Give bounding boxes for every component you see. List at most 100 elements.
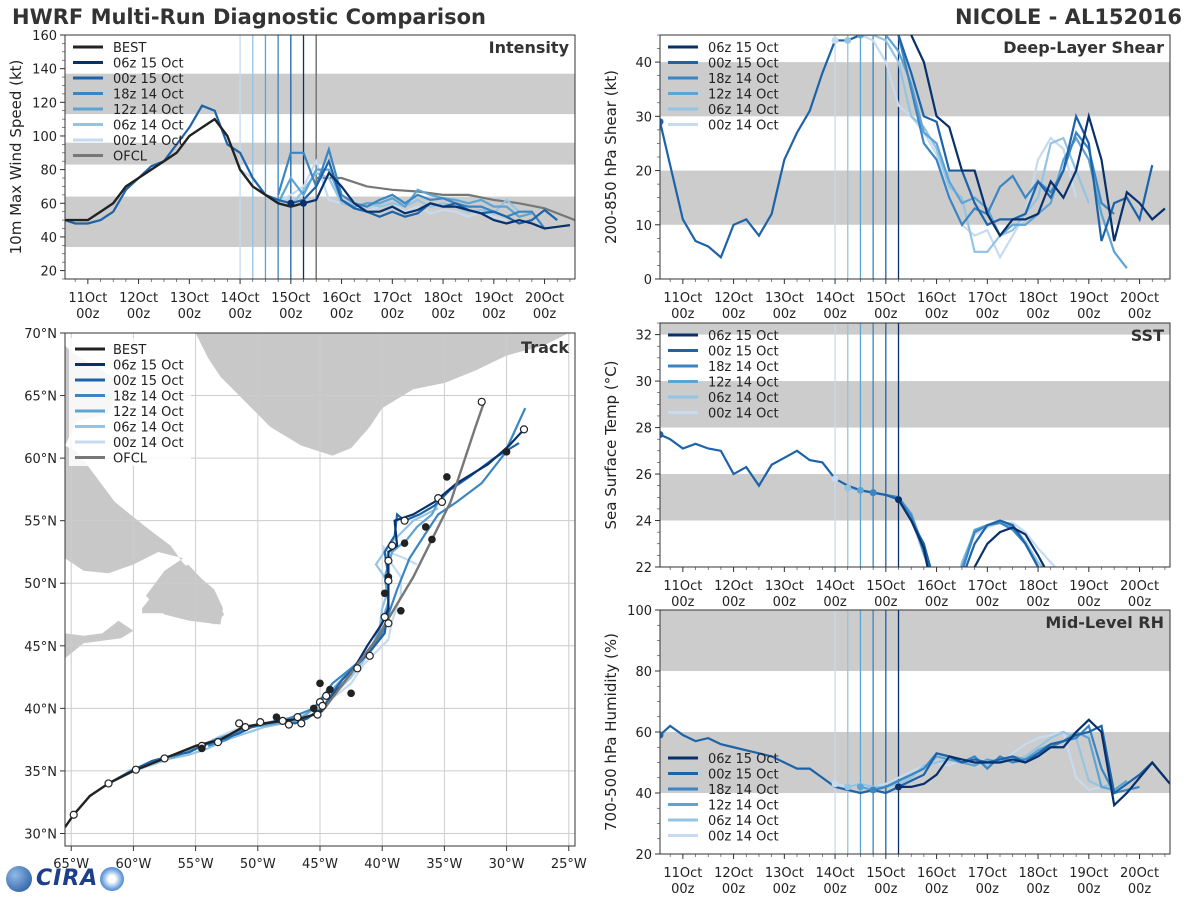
- sst-xtick-label: 13Oct: [765, 579, 804, 594]
- intensity-band-1: [65, 142, 575, 165]
- intensity-xtick-label: 11Oct: [68, 291, 107, 306]
- track-ytick-label: 65°N: [24, 390, 57, 405]
- cira-logo: CIRA: [6, 866, 125, 892]
- shear-xtick-label: 13Oct: [765, 291, 804, 306]
- shear-xtick-label-hour: 00z: [722, 307, 746, 322]
- track-best-position-dot: [69, 810, 78, 819]
- sst-title: SST: [1131, 326, 1164, 345]
- sst-legend-label: 06z 15 Oct: [708, 329, 779, 344]
- intensity-legend-label: 00z 15 Oct: [113, 72, 184, 87]
- track-xtick-label: 65°W: [53, 857, 89, 872]
- storm-id: NICOLE - AL152016: [954, 5, 1182, 29]
- hurricane-swirl-icon: [100, 867, 125, 891]
- intensity-xtick-label: 20Oct: [525, 291, 564, 306]
- rh-init-marker: [856, 783, 864, 791]
- intensity-xtick-label: 14Oct: [221, 291, 260, 306]
- rh-ytick-label: 40: [635, 787, 652, 802]
- rh-legend-label: 00z 14 Oct: [708, 830, 779, 845]
- rh-band-1: [660, 610, 1170, 671]
- main-title: HWRF Multi-Run Diagnostic Comparison: [12, 5, 487, 29]
- shear-ytick-label: 0: [644, 273, 652, 288]
- track-ytick-label: 70°N: [24, 327, 57, 342]
- rh-xtick-label: 16Oct: [917, 866, 956, 881]
- sst-panel: 22242628303211Oct00z12Oct00z13Oct00z14Oc…: [602, 322, 1171, 610]
- intensity-xtick-label-hour: 00z: [228, 307, 252, 322]
- intensity-ytick-label: 100: [32, 130, 57, 145]
- rh-series-06z-15-oct: [898, 718, 1170, 808]
- track-legend-label: 06z 15 Oct: [113, 359, 184, 374]
- track-best-position-dot: [297, 719, 306, 728]
- sst-init-marker: [856, 486, 864, 494]
- rh-init-marker: [869, 786, 877, 794]
- track-position-dot-filled: [397, 606, 405, 615]
- shear-ylabel: 200-850 hPa Shear (kt): [602, 70, 620, 244]
- track-position-dot-open: [384, 556, 393, 565]
- intensity-xtick-label-hour: 00z: [76, 307, 100, 322]
- intensity-series-06z-15-oct: [303, 171, 571, 230]
- track-legend-label: OFCL: [113, 452, 148, 467]
- rh-series-18z-14-oct: [872, 723, 1140, 795]
- track-xtick-label: 25°W: [551, 857, 587, 872]
- sst-xtick-label-hour: 00z: [1077, 595, 1101, 610]
- track-position-dot-filled: [272, 713, 281, 721]
- intensity-xtick-label: 13Oct: [170, 291, 209, 306]
- track-legend-label: 00z 14 Oct: [113, 436, 184, 451]
- rh-xtick-label-hour: 00z: [925, 882, 949, 897]
- track-xtick-label: 40°W: [364, 857, 400, 872]
- sst-series-06z-15-oct: [897, 499, 1046, 567]
- shear-band-0: [660, 170, 1170, 225]
- rh-xtick-label: 19Oct: [1069, 866, 1108, 881]
- track-position-dot-filled: [347, 689, 355, 698]
- shear-title: Deep-Layer Shear: [1003, 38, 1164, 57]
- intensity-ylabel: 10m Max Wind Speed (kt): [7, 60, 25, 255]
- sst-ylabel: Sea Surface Temp (°C): [602, 360, 620, 529]
- intensity-ytick-label: 60: [40, 197, 57, 212]
- track-position-dot-filled: [309, 704, 318, 713]
- shear-series-18z-14-oct: [897, 35, 1115, 227]
- track-best-position-dot: [104, 779, 113, 788]
- sst-xtick-label-hour: 00z: [874, 595, 898, 610]
- intensity-xtick-label: 15Oct: [271, 291, 310, 306]
- intensity-xtick-label-hour: 00z: [279, 307, 303, 322]
- shear-ytick-label: 40: [635, 56, 652, 71]
- sst-ytick-label: 24: [635, 515, 652, 530]
- track-ytick-label: 35°N: [24, 765, 57, 780]
- intensity-xtick-label: 16Oct: [322, 291, 361, 306]
- intensity-xtick-label-hour: 00z: [482, 307, 506, 322]
- intensity-legend-label: BEST: [113, 41, 146, 56]
- rh-ytick-label: 80: [635, 665, 652, 680]
- rh-legend-label: 06z 15 Oct: [708, 752, 779, 767]
- track-ytick-label: 50°N: [24, 577, 57, 592]
- sst-xtick-label: 11Oct: [663, 579, 702, 594]
- rh-xtick-label: 11Oct: [663, 866, 702, 881]
- shear-legend-label: 00z 14 Oct: [708, 119, 779, 134]
- sst-xtick-label: 18Oct: [1019, 579, 1058, 594]
- shear-legend-label: 06z 15 Oct: [708, 41, 779, 56]
- land-nova-scotia: [65, 620, 134, 659]
- shear-ytick-label: 30: [635, 110, 652, 125]
- shear-ytick-label: 10: [635, 219, 652, 234]
- track-position-dot-open: [235, 719, 244, 728]
- intensity-legend-label: 06z 14 Oct: [113, 119, 184, 134]
- intensity-band-2: [65, 73, 575, 115]
- shear-xtick-label: 12Oct: [714, 291, 753, 306]
- track-position-dot-filled: [380, 589, 389, 598]
- rh-ylabel: 700-500 hPa Humidity (%): [602, 633, 620, 831]
- shear-xtick-label-hour: 00z: [976, 307, 1000, 322]
- intensity-xtick-label-hour: 00z: [533, 307, 557, 322]
- sst-init-marker: [831, 475, 839, 483]
- shear-series-00z-15-oct: [660, 35, 1154, 260]
- intensity-series-12z-14-oct: [264, 168, 533, 218]
- track-xtick-label: 45°W: [302, 857, 338, 872]
- sst-xtick-label: 12Oct: [714, 579, 753, 594]
- intensity-legend-label: 00z 14 Oct: [113, 134, 184, 149]
- sst-xtick-label-hour: 00z: [1026, 595, 1050, 610]
- intensity-ytick-label: 20: [40, 265, 57, 280]
- track-xtick-label: 60°W: [115, 857, 151, 872]
- track-legend-label: 06z 14 Oct: [113, 421, 184, 436]
- sst-band-2: [660, 323, 1170, 335]
- rh-xtick-label-hour: 00z: [823, 882, 847, 897]
- land-newfoundland: [142, 564, 225, 625]
- track-position-dot-open: [388, 541, 397, 550]
- rh-band-0: [660, 732, 1170, 793]
